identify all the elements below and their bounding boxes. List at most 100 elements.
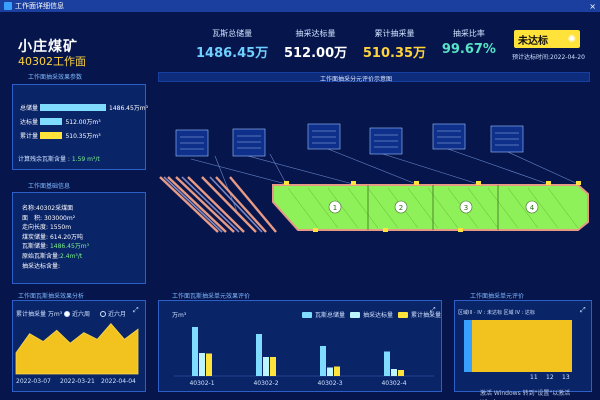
area-x-label: 13 xyxy=(562,374,570,381)
effect-row: 累计量 510.35万m³ xyxy=(20,128,148,142)
effect-bars: 总储量 1486.45万m³ 达标量 512.00万m³ 累计量 510.35万… xyxy=(20,100,148,142)
info-row: 抽采达标含量: xyxy=(22,262,89,272)
option-six-weeks[interactable]: 近六周 xyxy=(64,309,90,318)
sun-icon: ✺ xyxy=(567,33,576,45)
app-icon xyxy=(4,2,12,10)
category-label: 40302-1 xyxy=(189,380,214,387)
trend-x-label: 2022-04-04 xyxy=(101,378,136,385)
kpi-value: 512.00万 xyxy=(283,46,348,61)
trend-series-label: 累计抽采量 万m³ xyxy=(16,311,63,318)
radio-icon xyxy=(100,310,106,317)
trend-chart xyxy=(15,322,139,375)
effect-row-label: 总储量 xyxy=(20,104,39,112)
info-row: 名称:40302采煤面 xyxy=(22,204,89,214)
legend-swatch xyxy=(302,311,312,318)
info-value: 1486.45万m³ xyxy=(49,243,90,251)
bar-40302-4-2 xyxy=(398,370,404,376)
bar-40302-3-2 xyxy=(334,366,340,376)
info-value: 1550m xyxy=(49,224,72,232)
effect-bar xyxy=(40,103,106,111)
legend-item: 抽采达标量 xyxy=(350,310,393,319)
effect-bar xyxy=(40,131,63,139)
category-label: 40302-3 xyxy=(317,380,342,387)
area-panel-title: 工作面抽采单元评价 xyxy=(470,293,525,300)
expand-icon[interactable]: ⤢ xyxy=(133,306,139,314)
legend-label: 累计抽采量 xyxy=(411,312,442,319)
effect-row-value: 1486.45万m³ xyxy=(109,104,149,112)
legend-label: 瓦斯总储量 xyxy=(315,312,346,319)
info-key: 面 积: xyxy=(22,214,43,222)
option-label: 近六周 xyxy=(72,311,91,318)
trend-x-label: 2022-03-07 xyxy=(16,378,51,385)
area-x-label: 12 xyxy=(546,374,554,381)
info-row: 走向长度: 1550m xyxy=(22,223,89,233)
info-row: 原始瓦斯含量:2.4m³/t xyxy=(22,252,89,262)
info-value: 2.4m³/t xyxy=(60,252,83,260)
area-evaluation-fill xyxy=(472,320,572,372)
kpi-total: 瓦斯总储量 1486.45万 xyxy=(196,28,268,61)
kpi-label: 抽采达标量 xyxy=(295,29,336,38)
effect-row-value: 512.00万m³ xyxy=(65,118,101,126)
area-header: 区域III · IV : 未达标 区域 IV : 达标 xyxy=(458,310,535,316)
bar-40302-4-0 xyxy=(384,351,390,376)
windows-watermark: 激活 Windows 转到"设置"以激活 Windows。 xyxy=(480,390,571,400)
legend-label: 抽采达标量 xyxy=(363,312,394,319)
info-row: 煤炭储量: 614.20万吨 xyxy=(22,233,89,243)
info-row: 瓦斯储量: 1486.45万m³ xyxy=(22,242,89,252)
close-button[interactable]: × xyxy=(589,1,596,11)
kpi-value: 1486.45万 xyxy=(196,46,269,61)
status-label: 未达标 xyxy=(518,35,548,47)
option-six-months[interactable]: 近六月 xyxy=(100,309,126,318)
expand-icon[interactable]: ⤢ xyxy=(580,306,586,314)
legend-item: 瓦斯总储量 xyxy=(302,310,345,319)
residual-label: 计算残余瓦斯含量 : xyxy=(18,156,72,163)
unit-label: 1 xyxy=(333,204,337,212)
residual-value: 1.59 m³/t xyxy=(71,156,100,163)
kpi-target: 抽采达标量 512.00万 xyxy=(284,28,347,61)
status-badge: 未达标 ✺ xyxy=(514,30,580,48)
unit-label: 2 xyxy=(399,204,403,212)
info-value: 40302采煤面 xyxy=(36,205,74,212)
kpi-cumulative: 累计抽采量 510.35万 xyxy=(363,28,426,61)
bar-40302-1-0 xyxy=(192,327,198,376)
bar-40302-3-1 xyxy=(327,367,333,376)
map-title-bar xyxy=(158,72,590,82)
area-x-label: 11 xyxy=(530,374,538,381)
mine-name: 小庄煤矿 xyxy=(18,39,78,55)
effect-bar xyxy=(40,117,63,125)
info-key: 瓦斯储量: xyxy=(22,243,49,251)
kpi-value: 510.35万 xyxy=(362,46,427,61)
gas-unit-map: 1 2 3 4 xyxy=(159,123,589,233)
area-scale-bar xyxy=(464,320,472,372)
basic-info-list: 名称:40302采煤面 面 积: 303000m² 走向长度: 1550m 煤炭… xyxy=(22,204,89,271)
info-key: 抽采达标含量: xyxy=(22,262,61,270)
basic-panel xyxy=(12,192,146,284)
unit-markers xyxy=(328,200,539,214)
kpi-label: 累计抽采量 xyxy=(374,29,415,38)
kpi-ratio: 抽采比率 99.67% xyxy=(442,28,496,61)
info-key: 走向长度: xyxy=(22,224,49,232)
face-name: 40302工作面 xyxy=(18,55,86,68)
expand-icon[interactable]: ⤢ xyxy=(430,306,436,314)
effect-row: 总储量 1486.45万m³ xyxy=(20,100,148,114)
return-roadways xyxy=(163,176,263,233)
bar-40302-1-2 xyxy=(206,353,212,376)
bar-40302-2-1 xyxy=(263,357,269,376)
window-title: 工作面详细信息 xyxy=(15,2,64,10)
effect-panel-title: 工作面抽采效果参数 xyxy=(28,74,83,81)
sensor-markers xyxy=(284,181,581,232)
effect-row: 达标量 512.00万m³ xyxy=(20,114,148,128)
kpi-value: 99.67% xyxy=(441,42,496,57)
hatching xyxy=(287,187,579,229)
radio-icon xyxy=(64,310,70,317)
window-titlebar: 工作面详细信息 × xyxy=(0,0,600,12)
bar-40302-2-2 xyxy=(270,357,276,376)
residual-gas: 计算残余瓦斯含量 : 1.59 m³/t xyxy=(18,154,100,163)
sensor-boxes[interactable] xyxy=(175,123,524,157)
trend-area xyxy=(15,322,139,375)
effect-row-value: 510.35万m³ xyxy=(65,132,101,140)
sensor-box-text xyxy=(180,130,519,150)
kpi-label: 瓦斯总储量 xyxy=(212,29,253,38)
info-key: 原始瓦斯含量: xyxy=(22,252,61,260)
unit-panel-title: 工作面瓦斯抽采单元效果评价 xyxy=(172,293,251,300)
